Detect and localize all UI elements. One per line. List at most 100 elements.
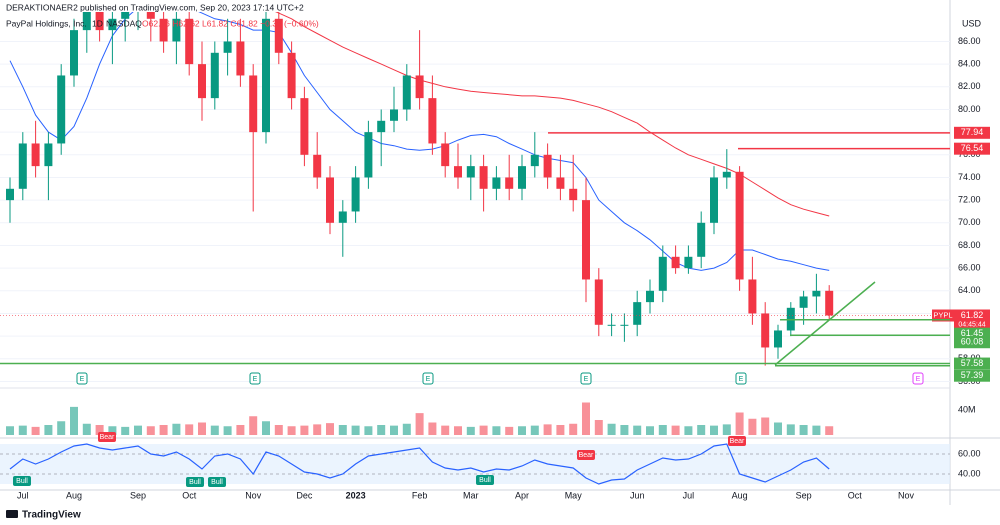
x-tick-label: Feb [412,490,428,500]
volume-bar [287,426,296,435]
volume-bar [646,426,654,435]
volume-bar [812,425,821,435]
volume-bar [338,425,347,435]
rsi-pane [0,443,950,485]
volume-bar [774,422,782,435]
earnings-label: E [739,376,744,383]
volume-bar [710,425,718,435]
volume-bar [236,425,245,435]
volume-bar [799,425,808,435]
volume-bar [556,425,565,435]
candle-body [582,200,590,280]
x-tick-label: Aug [66,490,82,500]
y-tick-label: 84.00 [958,59,981,69]
volume-bar [607,423,616,435]
y-tick-label: 68.00 [958,240,981,250]
volume-bar [377,425,386,435]
candle-body [198,64,206,99]
y-tick-label: 66.00 [958,263,981,273]
candle-body [825,290,834,316]
rsi-tick-label: 40.00 [958,468,981,478]
candle-body [236,41,245,76]
earnings-label: E [426,376,431,383]
candle-body [466,166,475,178]
y-tick-label: 70.00 [958,217,981,227]
volume-bar [274,425,283,435]
volume-bar [249,416,258,435]
volume-bar [428,422,437,435]
divergence-label: Bull [479,477,491,484]
symbol-tag [932,309,954,322]
trend-line [774,281,876,366]
candle-body [671,256,680,269]
volume-bar [454,426,462,435]
candle-body [505,177,514,189]
level-label: 77.94 [961,127,984,137]
candle-body [300,98,309,155]
candle-body [82,12,91,31]
x-tick-label: Dec [296,490,313,500]
earnings-marker [912,372,924,385]
last-price-tag [954,309,990,330]
candle-body [402,75,411,110]
x-tick-label: Apr [515,490,529,500]
candle-body [210,52,219,99]
volume-bar [697,425,706,435]
volume-bar [300,425,309,435]
candle-body [594,279,603,325]
volume-bar [748,418,757,435]
volume-bar [735,412,744,435]
candle-body [146,12,155,19]
candle-body [415,75,424,99]
candle-body [620,324,629,326]
x-tick-label: 2023 [346,490,366,500]
volume-bar [185,424,194,435]
candle-body [338,211,347,223]
level-label: 60.08 [961,337,984,347]
rsi-line [9,443,830,485]
earnings-label: E [584,376,589,383]
candle-body [492,177,501,189]
level-label: 57.58 [961,358,984,368]
divergence-label: Bear [100,434,115,441]
candle-body [262,18,270,133]
y-tick-label: 64.00 [958,285,981,295]
candle-body [697,222,706,257]
candle-body [441,143,450,167]
candle-body [799,296,808,308]
y-tick-label: 72.00 [958,195,981,205]
candle-body [684,256,693,269]
x-tick-label: Nov [245,490,262,500]
y-tick-label: 82.00 [958,81,981,91]
x-tick-label: Oct [182,490,197,500]
level-tag [954,336,990,349]
volume-bar [530,425,539,435]
footer-brand: TradingView [22,510,81,521]
symbol-name: PayPal Holdings, Inc. [6,18,87,28]
candle-body [57,75,66,144]
candle-body [646,290,654,303]
candle-body [351,177,360,212]
level-tag [954,126,990,139]
volume-bar [159,425,168,435]
candle-body [543,154,552,178]
exchange: NASDAQ [106,18,142,28]
divergence-label: Bull [16,478,28,485]
candle-body [6,188,14,201]
candle-body [159,18,168,42]
volume-tick-label: 40M [958,404,976,414]
volume-bar [82,423,91,435]
y-tick-label: 80.00 [958,104,981,114]
earnings-marker [422,372,434,385]
candle-body [95,12,104,31]
volume-bar [633,425,642,435]
x-tick-label: Sep [130,490,146,500]
candle-body [735,171,744,280]
x-tick-label: Mar [463,490,479,500]
level-tag [954,369,990,382]
volume-bar [466,426,475,435]
currency: USD [962,18,982,28]
volume-bar [479,425,488,435]
